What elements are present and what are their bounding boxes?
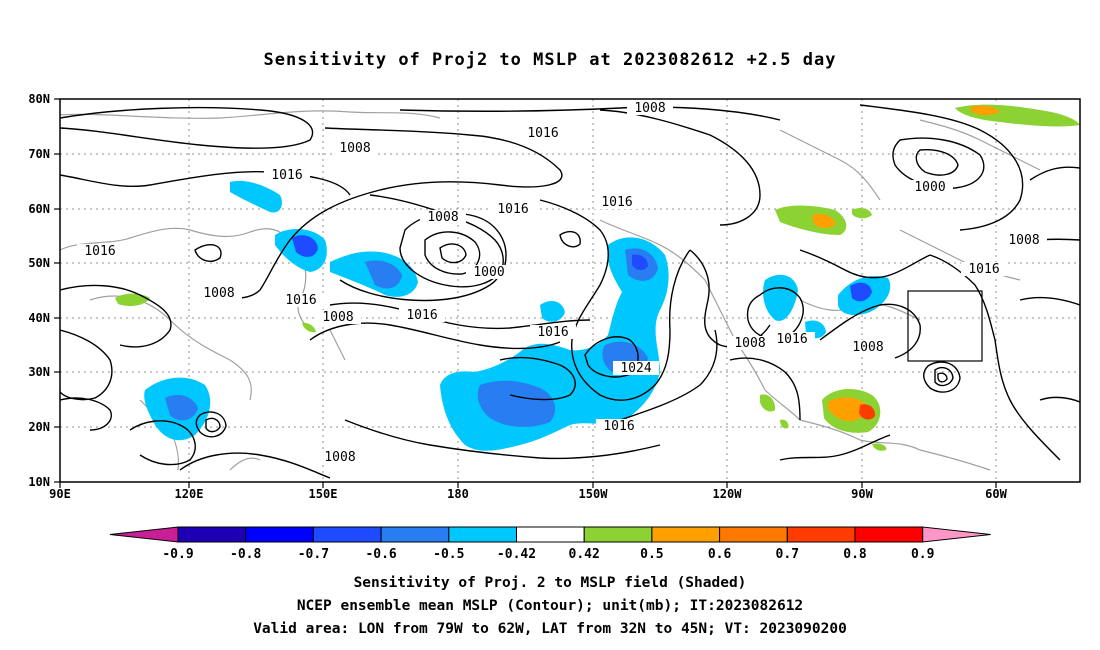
lat-label: 50N (28, 256, 50, 270)
svg-text:1000: 1000 (473, 265, 504, 280)
colorbar-label: -0.7 (298, 547, 329, 562)
svg-text:1008: 1008 (1008, 233, 1039, 248)
svg-text:1008: 1008 (322, 310, 353, 325)
svg-text:1016: 1016 (271, 168, 302, 183)
colorbar-label: 0.8 (843, 547, 867, 562)
colorbar-swatch (583, 526, 653, 543)
colorbar-label: -0.8 (230, 547, 261, 562)
colorbar-swatch (651, 526, 721, 543)
contour-label: 1008 (315, 310, 361, 325)
svg-text:1008: 1008 (339, 141, 370, 156)
lon-label: 180 (447, 487, 469, 501)
svg-text:1008: 1008 (852, 340, 883, 355)
lon-label: 90W (851, 487, 873, 501)
contour-label: 1016 (490, 202, 536, 217)
svg-text:1016: 1016 (776, 332, 807, 347)
colorbar-swatch (448, 526, 517, 543)
map-title: Sensitivity of Proj2 to MSLP at 20230826… (263, 50, 837, 70)
lat-label: 80N (28, 92, 50, 106)
svg-text:1000: 1000 (914, 180, 945, 195)
svg-text:1008: 1008 (734, 336, 765, 351)
contour-label: 1008 (845, 340, 891, 355)
lat-label: 10N (28, 475, 50, 489)
svg-text:1016: 1016 (537, 325, 568, 340)
svg-text:1016: 1016 (497, 202, 528, 217)
contour-label: 1016 (278, 293, 324, 308)
svg-text:1024: 1024 (620, 361, 651, 376)
colorbar-label: -0.9 (162, 547, 193, 562)
svg-text:1016: 1016 (601, 195, 632, 210)
contour-label: 1016 (264, 168, 310, 183)
svg-text:1008: 1008 (203, 286, 234, 301)
svg-text:1016: 1016 (406, 308, 437, 323)
svg-text:1016: 1016 (603, 419, 634, 434)
contour-label: 1016 (594, 195, 640, 210)
colorbar-label: 0.6 (708, 547, 732, 562)
svg-text:1016: 1016 (527, 126, 558, 141)
colorbar-swatch (786, 526, 856, 543)
lon-label: 120E (175, 487, 204, 501)
lat-label: 40N (28, 311, 50, 325)
svg-text:1016: 1016 (285, 293, 316, 308)
svg-text:1008: 1008 (427, 210, 458, 225)
contour-label: 1016 (961, 262, 1007, 277)
colorbar: -0.9 -0.8 -0.7 -0.6 -0.5 -0.42 0.42 0.5 0.6 0.7 0.… (109, 526, 991, 562)
lon-tick-labels: 90E 120E 150E 180 150W 120W 90W 60W (49, 487, 1007, 501)
contour-label: 1016 (520, 126, 566, 141)
svg-text:1016: 1016 (84, 244, 115, 259)
svg-text:1008: 1008 (324, 450, 355, 465)
colorbar-label: -0.6 (365, 547, 396, 562)
contour-label: 1024 (613, 361, 659, 376)
colorbar-swatch (380, 526, 450, 543)
svg-text:1016: 1016 (968, 262, 999, 277)
colorbar-label: 0.7 (776, 547, 799, 562)
contour-label: 1016 (530, 325, 576, 340)
lon-label: 150E (309, 487, 338, 501)
contour-label: 1008 (317, 450, 363, 465)
valid-area-box (907, 290, 983, 362)
colorbar-neg-end (109, 526, 179, 543)
colorbar-label: -0.42 (497, 547, 536, 562)
contour-label: 1008 (1001, 233, 1047, 248)
tick-marks (54, 98, 997, 488)
footer-line-2: NCEP ensemble mean MSLP (Contour); unit(… (296, 598, 804, 614)
lon-label: 120W (713, 487, 743, 501)
contour-label: 1008 (420, 210, 466, 225)
colorbar-label: -0.5 (433, 547, 464, 562)
contour-label: 1016 (769, 332, 815, 347)
contour-labels: 1008 1016 1008 1016 1016 1008 1016 1016 … (77, 101, 1047, 465)
svg-text:1008: 1008 (634, 101, 665, 116)
contour-label: 1008 (627, 101, 673, 116)
lon-label: 150W (579, 487, 609, 501)
colorbar-swatch (245, 526, 314, 543)
colorbar-label: 0.42 (569, 547, 600, 562)
colorbar-swatch (177, 526, 247, 543)
contour-label: 1000 (907, 180, 953, 195)
colorbar-label: 0.5 (640, 547, 663, 562)
colorbar-label: 0.9 (911, 547, 934, 562)
plot-frame (59, 98, 1081, 483)
contour-label: 1008 (332, 141, 378, 156)
lat-label: 60N (28, 202, 50, 216)
colorbar-swatch (516, 526, 585, 543)
colorbar-pos-end (922, 526, 991, 543)
lon-label: 60W (985, 487, 1007, 501)
lat-tick-labels: 80N 70N 60N 50N 40N 30N 20N 10N (28, 92, 50, 489)
colorbar-swatch (312, 526, 382, 543)
footer-line-1: Sensitivity of Proj. 2 to MSLP field (Sh… (353, 575, 747, 591)
contour-label: 1016 (596, 419, 642, 434)
contour-label: 1008 (196, 286, 242, 301)
contour-label: 1016 (399, 308, 445, 323)
footer-line-3: Valid area: LON from 79W to 62W, LAT fro… (253, 621, 847, 637)
contour-label: 1008 (727, 336, 773, 351)
lat-label: 30N (28, 365, 50, 379)
colorbar-swatch (854, 526, 924, 543)
contour-label: 1000 (466, 265, 512, 280)
colorbar-swatch (719, 526, 788, 543)
lat-label: 70N (28, 147, 50, 161)
lon-label: 90E (49, 487, 71, 501)
lat-label: 20N (28, 420, 50, 434)
sensitivity-map: 1008 1016 1008 1016 1016 1008 1016 1016 … (28, 92, 1081, 562)
contour-label: 1016 (77, 244, 123, 259)
